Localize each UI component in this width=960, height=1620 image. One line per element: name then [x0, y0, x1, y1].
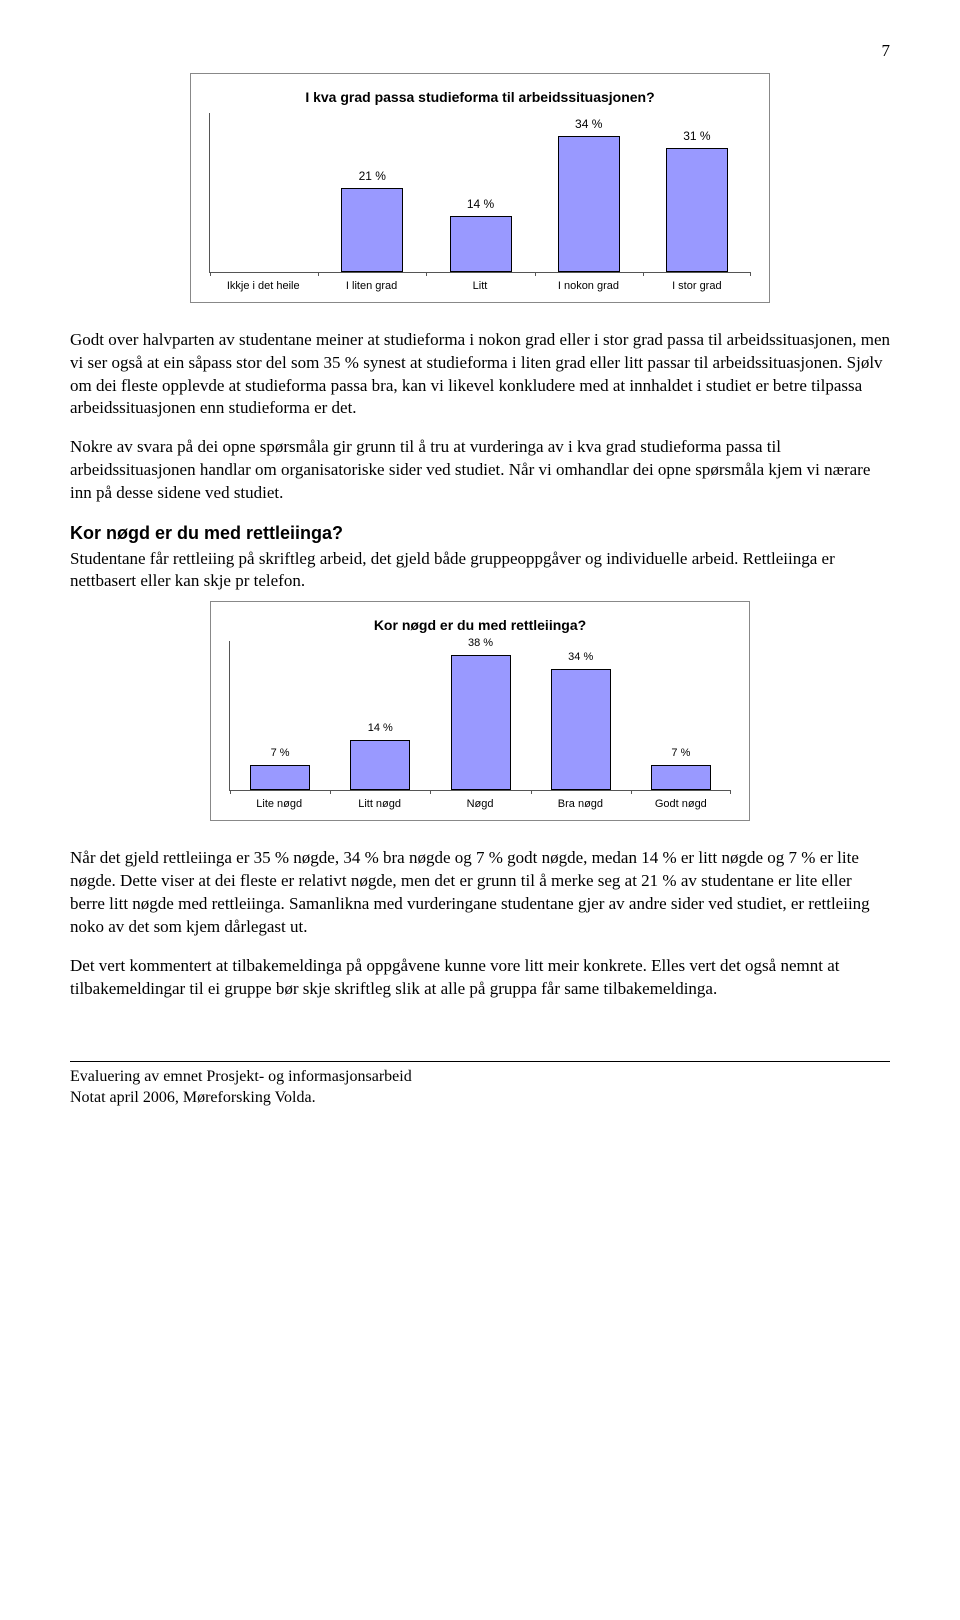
- bar-slot: 34 %: [531, 641, 631, 790]
- chart2-xaxis: Lite nøgdLitt nøgdNøgdBra nøgdGodt nøgd: [229, 797, 731, 812]
- x-axis-label: I liten grad: [317, 279, 425, 294]
- bar: [666, 148, 728, 272]
- bar-slot: 14 %: [330, 641, 430, 790]
- chart2-title: Kor nøgd er du med rettleiinga?: [229, 616, 731, 635]
- bar-value-label: 21 %: [359, 168, 386, 184]
- paragraph-2: Nokre av svara på dei opne spørsmåla gir…: [70, 436, 890, 505]
- bar-value-label: 7 %: [671, 746, 690, 761]
- bar-slot: [210, 113, 318, 272]
- page-number: 7: [70, 40, 890, 63]
- bar-slot: 38 %: [430, 641, 530, 790]
- bar: [451, 655, 511, 791]
- bar-value-label: 34 %: [575, 116, 602, 132]
- paragraph-5: Det vert kommentert at tilbakemeldinga p…: [70, 955, 890, 1001]
- bar-value-label: 14 %: [467, 196, 494, 212]
- bar-value-label: 14 %: [368, 721, 393, 736]
- bar: [341, 188, 403, 272]
- footer: Evaluering av emnet Prosjekt- og informa…: [70, 1061, 890, 1109]
- bar-slot: 21 %: [318, 113, 426, 272]
- chart1-xaxis: Ikkje i det heileI liten gradLittI nokon…: [209, 279, 751, 294]
- bar-slot: 31 %: [643, 113, 751, 272]
- bar-slot: 14 %: [426, 113, 534, 272]
- paragraph-4: Når det gjeld rettleiinga er 35 % nøgde,…: [70, 847, 890, 939]
- bar-slot: 34 %: [535, 113, 643, 272]
- x-axis-label: Lite nøgd: [229, 797, 329, 812]
- x-axis-label: Bra nøgd: [530, 797, 630, 812]
- bar: [551, 669, 611, 790]
- section-heading: Kor nøgd er du med rettleiinga?: [70, 521, 890, 545]
- chart2-bars: 7 % 14 % 38 % 34 % 7 %: [230, 641, 731, 790]
- bar-slot: 7 %: [631, 641, 731, 790]
- paragraph-3: Studentane får rettleiing på skriftleg a…: [70, 548, 890, 594]
- x-axis-label: Litt nøgd: [329, 797, 429, 812]
- bar-slot: 7 %: [230, 641, 330, 790]
- chart1-plot: 21 % 14 % 34 % 31 %: [209, 113, 751, 273]
- chart1-title: I kva grad passa studieforma til arbeids…: [209, 88, 751, 107]
- chart2-container: Kor nøgd er du med rettleiinga? 7 % 14 % 3…: [210, 601, 750, 821]
- bar: [350, 740, 410, 790]
- x-axis-label: Godt nøgd: [631, 797, 731, 812]
- bar-value-label: 31 %: [683, 128, 710, 144]
- footer-line1: Evaluering av emnet Prosjekt- og informa…: [70, 1066, 890, 1088]
- bar: [450, 216, 512, 272]
- x-axis-label: I stor grad: [643, 279, 751, 294]
- bar: [651, 765, 711, 790]
- chart1-container: I kva grad passa studieforma til arbeids…: [190, 73, 770, 303]
- x-axis-label: I nokon grad: [534, 279, 642, 294]
- chart1-bars: 21 % 14 % 34 % 31 %: [210, 113, 751, 272]
- paragraph-1: Godt over halvparten av studentane meine…: [70, 329, 890, 421]
- bar-value-label: 7 %: [271, 746, 290, 761]
- chart2-plot: 7 % 14 % 38 % 34 % 7 %: [229, 641, 731, 791]
- bar: [250, 765, 310, 790]
- bar: [558, 136, 620, 272]
- bar-value-label: 34 %: [568, 650, 593, 665]
- bar-value-label: 38 %: [468, 636, 493, 651]
- x-axis-label: Ikkje i det heile: [209, 279, 317, 294]
- footer-line2: Notat april 2006, Møreforsking Volda.: [70, 1087, 890, 1109]
- x-axis-label: Nøgd: [430, 797, 530, 812]
- x-axis-label: Litt: [426, 279, 534, 294]
